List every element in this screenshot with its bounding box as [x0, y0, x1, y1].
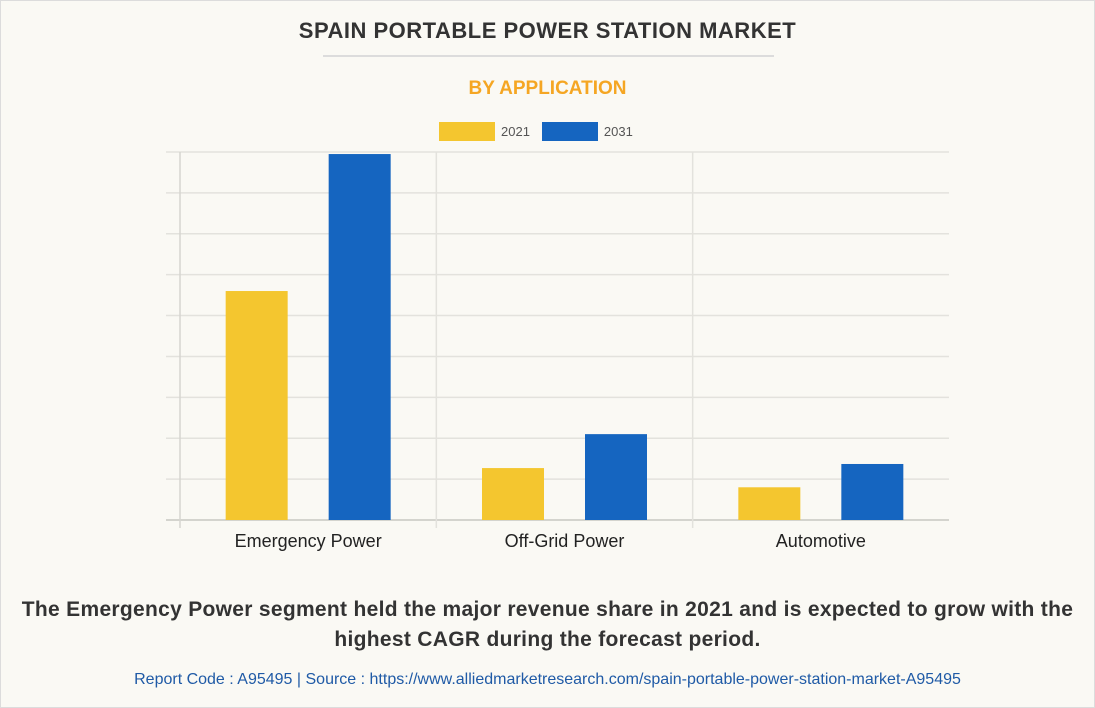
title-divider: [323, 55, 774, 57]
x-tick-label: Off-Grid Power: [505, 531, 625, 551]
bar-2021-automotive: [738, 487, 801, 520]
bar-chart: Emergency Power Off-Grid Power Automotive: [166, 151, 949, 551]
legend-swatch-2031: [541, 121, 598, 141]
bar-2031-off-grid-power: [585, 434, 647, 520]
source-footer[interactable]: Report Code : A95495 | Source : https://…: [134, 671, 961, 688]
legend-swatch-2021: [439, 121, 495, 141]
legend: 2021 2031: [439, 121, 645, 141]
legend-item-2031[interactable]: 2031: [541, 121, 633, 141]
bar-2021-emergency-power: [225, 291, 288, 520]
bar-2021-off-grid-power: [482, 468, 544, 520]
bars: [225, 154, 904, 521]
x-axis-labels: Emergency Power Off-Grid Power Automotive: [235, 531, 866, 551]
chart-subtitle: BY APPLICATION: [468, 78, 627, 99]
bar-2031-emergency-power: [328, 154, 391, 521]
gridlines: [166, 151, 949, 528]
chart-title: SPAIN PORTABLE POWER STATION MARKET: [298, 18, 797, 43]
legend-label-2021: 2021: [501, 123, 530, 139]
legend-label-2031: 2031: [603, 123, 633, 139]
x-tick-label: Automotive: [776, 531, 866, 551]
summary-text: The Emergency Power segment held the maj…: [21, 598, 1074, 651]
bar-2031-automotive: [841, 463, 904, 520]
legend-item-2021[interactable]: 2021: [439, 121, 530, 141]
x-tick-label: Emergency Power: [235, 531, 382, 551]
